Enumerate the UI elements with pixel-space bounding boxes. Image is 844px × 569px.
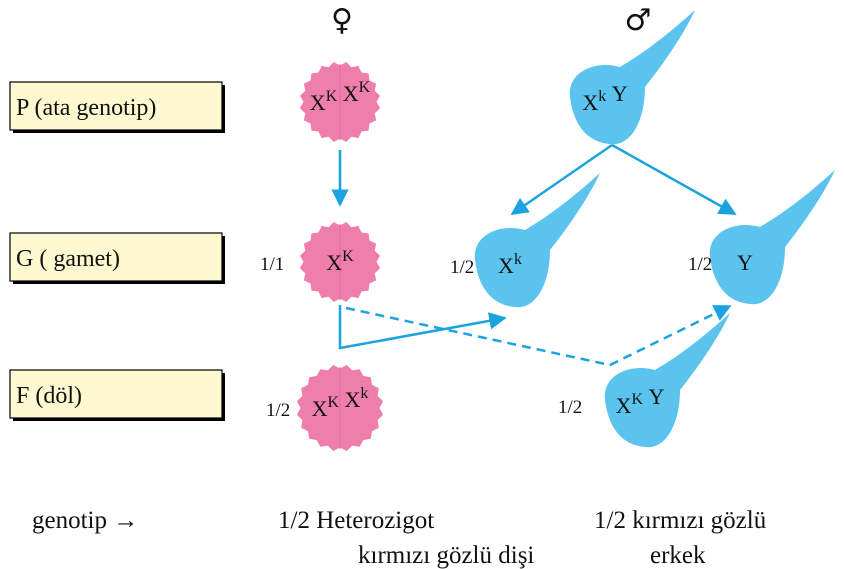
allele-sup: K: [359, 79, 371, 96]
row-label: F (döl): [16, 383, 82, 409]
allele-sup: K: [327, 394, 339, 411]
fraction: 1/2: [558, 397, 582, 418]
row-label: P (ata genotip): [16, 95, 156, 121]
sperm-cell: [710, 170, 835, 304]
allele: Y: [737, 250, 753, 275]
fraction: 1/2: [688, 254, 712, 275]
allele-sup: k: [598, 88, 606, 105]
allele-sup: K: [631, 391, 643, 408]
allele-sup: k: [514, 251, 522, 268]
female-symbol: ♀: [331, 3, 353, 38]
allele-sup: K: [342, 248, 354, 265]
arrow: [512, 145, 612, 214]
sperm-cell: [475, 173, 600, 307]
footer-text: kırmızı gözlü dişi: [358, 542, 534, 569]
allele: X: [326, 250, 342, 275]
male-symbol: ♂: [625, 3, 652, 38]
allele: X: [343, 81, 359, 106]
shapes: [297, 10, 835, 451]
footer-text: erkek: [650, 542, 706, 569]
arrow: [612, 145, 735, 214]
row-label: G ( gamet): [16, 246, 120, 272]
sperm-cell: [605, 313, 730, 447]
allele: Y: [612, 81, 628, 106]
allele: X: [310, 90, 326, 115]
allele: X: [312, 396, 328, 421]
diagram: ♀ ♂ genotip → 1/2 Heterozigot kırmızı gö…: [0, 0, 844, 569]
footer-label: genotip →: [32, 507, 138, 534]
allele-sup: k: [360, 385, 368, 402]
cell-label: Y: [737, 250, 753, 275]
allele: X: [616, 393, 632, 418]
allele: X: [582, 90, 598, 115]
allele: X: [345, 387, 361, 412]
allele: X: [498, 253, 514, 278]
footer-text: 1/2 kırmızı gözlü: [594, 507, 767, 534]
allele-sup: K: [326, 88, 338, 105]
allele: Y: [649, 384, 665, 409]
fraction: 1/1: [260, 254, 284, 275]
footer-text: 1/2 Heterozigot: [278, 507, 434, 534]
fraction: 1/2: [450, 257, 474, 278]
fraction: 1/2: [266, 400, 290, 421]
